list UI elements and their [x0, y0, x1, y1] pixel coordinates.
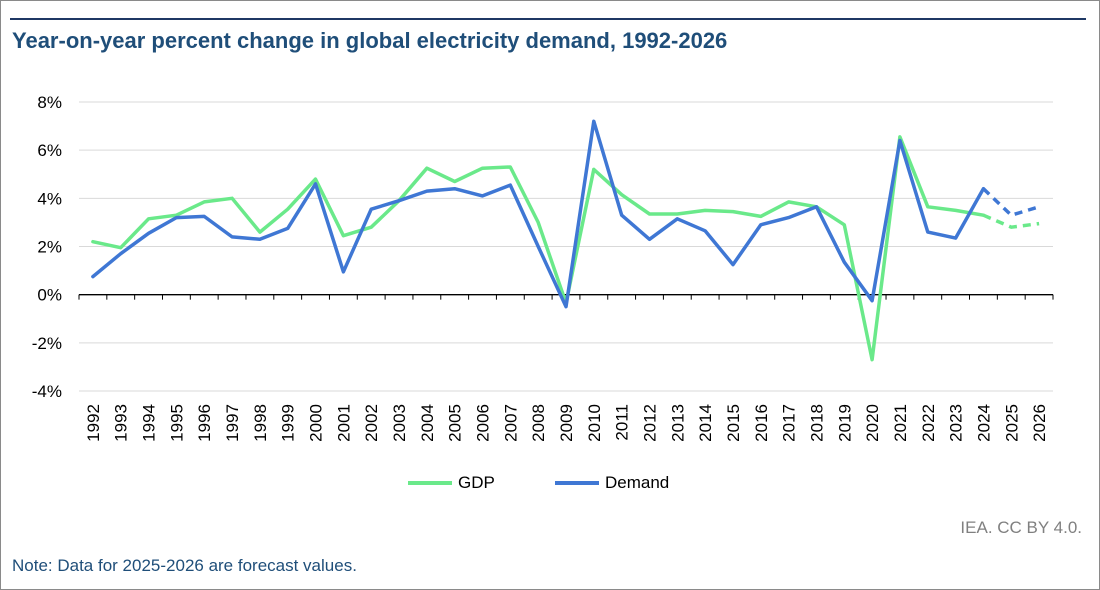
x-axis-labels: 1992 1993 1994 1995 1996 1997 1998 1999 2000 2001… — [84, 404, 1049, 442]
title-rule — [10, 18, 1086, 20]
legend-swatch-demand — [555, 481, 599, 485]
x-tick-label: 2005 — [446, 404, 465, 442]
x-tick-label: 2015 — [724, 404, 743, 442]
x-tick-label: 2006 — [474, 404, 493, 442]
x-tick-label: 2000 — [307, 404, 326, 442]
x-tick-label: 1997 — [223, 404, 242, 442]
chart-title: Year-on-year percent change in global el… — [12, 28, 728, 53]
footnote: Note: Data for 2025-2026 are forecast va… — [12, 556, 357, 575]
series-lines — [91, 119, 1040, 362]
x-tick-label: 2022 — [919, 404, 938, 442]
y-tick-label: 4% — [37, 189, 62, 208]
x-tick-label: 2001 — [334, 404, 353, 442]
x-tick-label: 2021 — [891, 404, 910, 442]
series-line-gdp-forecast — [982, 213, 1040, 229]
x-tick-label: 1998 — [251, 404, 270, 442]
x-tick-label: 2026 — [1030, 404, 1049, 442]
series-line-demand — [91, 119, 986, 309]
x-tick-label: 1995 — [167, 404, 186, 442]
y-tick-label: 8% — [37, 93, 62, 112]
x-tick-label: 2004 — [418, 404, 437, 442]
x-tick-label: 2011 — [613, 404, 632, 441]
x-tick-label: 2016 — [752, 404, 771, 442]
y-tick-label: 2% — [37, 238, 62, 257]
x-tick-label: 2013 — [668, 404, 687, 442]
x-tick-label: 2012 — [640, 404, 659, 442]
x-tick-label: 2009 — [557, 404, 576, 442]
x-tick-label: 2025 — [1002, 404, 1021, 442]
y-tick-label: -4% — [32, 382, 62, 401]
x-tick-label: 1994 — [140, 404, 159, 442]
x-tick-label: 1999 — [279, 404, 298, 442]
x-tick-label: 2020 — [863, 404, 882, 442]
x-tick-label: 1992 — [84, 404, 103, 442]
y-tick-label: -2% — [32, 334, 62, 353]
x-tick-label: 2014 — [696, 404, 715, 442]
x-tick-label: 2002 — [362, 404, 381, 442]
legend-item-demand: Demand — [555, 473, 669, 493]
x-tick-label: 2007 — [501, 404, 520, 442]
x-tick-label: 2018 — [807, 404, 826, 442]
series-line-gdp — [91, 135, 986, 362]
x-tick-label: 2010 — [585, 404, 604, 442]
x-tick-label: 2003 — [390, 404, 409, 442]
x-tick-label: 2024 — [974, 404, 993, 442]
series-line-demand-forecast — [982, 187, 1040, 217]
x-tick-label: 2008 — [529, 404, 548, 442]
x-tick-label: 1993 — [112, 404, 131, 442]
legend-item-gdp: GDP — [408, 473, 495, 493]
y-tick-label: 0% — [37, 286, 62, 305]
legend-swatch-gdp — [408, 481, 452, 485]
x-tick-label: 2019 — [835, 404, 854, 442]
x-tick-label: 2023 — [947, 404, 966, 442]
legend-label-gdp: GDP — [458, 473, 495, 492]
gridlines — [79, 101, 1053, 392]
source-credit: IEA. CC BY 4.0. — [960, 518, 1082, 537]
legend-label-demand: Demand — [605, 473, 670, 492]
x-tick-label: 2017 — [780, 404, 799, 442]
x-tick-label: 1996 — [195, 404, 214, 442]
y-axis-labels: -4% -2% 0% 2% 4% 6% 8% — [32, 93, 62, 401]
y-tick-label: 6% — [37, 141, 62, 160]
